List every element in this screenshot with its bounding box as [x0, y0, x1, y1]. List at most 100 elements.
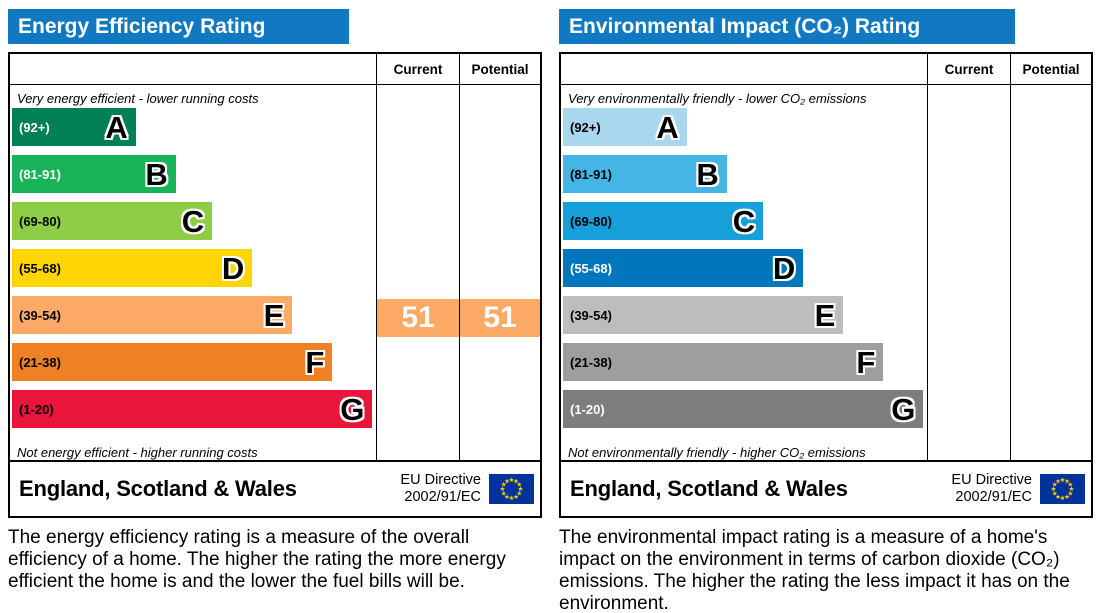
potential-indicator-area: 51 — [460, 85, 540, 460]
band-letter: A — [105, 109, 128, 145]
bands: (92+) A (81-91) B (69-80) C (55-68) D (39-54) E (2… — [10, 108, 376, 437]
energy-efficiency-panel: Energy Efficiency Rating Current Potenti… — [8, 9, 542, 613]
energy-rating-description: The energy efficiency rating is a measur… — [8, 527, 506, 593]
top-note: Very environmentally friendly - lower CO… — [568, 91, 867, 106]
eu-flag-icon — [489, 474, 534, 504]
column-header-potential: Potential — [471, 61, 529, 77]
band-bar-c: (69-80) C — [12, 202, 213, 240]
band-bar-e: (39-54) E — [563, 296, 844, 334]
band-row-d: (55-68) D — [563, 249, 927, 287]
column-header-current: Current — [928, 54, 1011, 84]
band-range-label: (55-68) — [19, 260, 61, 276]
co2-rating-description: The environmental impact rating is a mea… — [559, 527, 1070, 613]
band-range-label: (1-20) — [19, 401, 54, 417]
band-range-label: (1-20) — [570, 401, 605, 417]
band-letter: G — [891, 391, 916, 427]
column-header-potential: Potential — [1022, 61, 1080, 77]
band-range-label: (81-91) — [19, 166, 61, 182]
column-header-spacer — [10, 54, 377, 84]
band-bar-g: (1-20) G — [12, 390, 373, 428]
eu-directive-line1: EU Directive — [400, 471, 481, 488]
eu-flag-icon — [1040, 474, 1085, 504]
environmental-impact-panel: Environmental Impact (CO₂) Rating Curren… — [559, 9, 1093, 613]
bands: (92+) A (81-91) B (69-80) C (55-68) D (39-54) E (2… — [561, 108, 927, 437]
band-letter: F — [856, 344, 876, 380]
band-range-label: (69-80) — [570, 213, 612, 229]
band-range-label: (39-54) — [570, 307, 612, 323]
region-label: England, Scotland & Wales — [570, 476, 848, 501]
band-row-a: (92+) A — [12, 108, 376, 146]
band-range-label: (39-54) — [19, 307, 61, 323]
band-letter: F — [305, 344, 325, 380]
energy-panel-title: Energy Efficiency Rating — [8, 9, 349, 44]
band-letter: E — [814, 297, 836, 333]
current-rating-value: 51 — [377, 299, 459, 337]
column-header-current: Current — [377, 54, 460, 84]
band-row-c: (69-80) C — [563, 202, 927, 240]
chart-body: Very energy efficient - lower running co… — [10, 85, 540, 460]
band-bar-a: (92+) A — [12, 108, 136, 146]
eu-directive-label: EU Directive 2002/91/EC — [400, 472, 481, 506]
band-letter: E — [263, 297, 285, 333]
band-bar-a: (92+) A — [563, 108, 687, 146]
column-header-row: Current Potential — [10, 54, 540, 85]
band-bar-c: (69-80) C — [563, 202, 764, 240]
top-note: Very energy efficient - lower running co… — [17, 91, 259, 106]
band-row-c: (69-80) C — [12, 202, 376, 240]
band-row-g: (1-20) G — [12, 390, 376, 428]
band-row-d: (55-68) D — [12, 249, 376, 287]
band-letter: C — [181, 203, 205, 239]
band-letter: B — [145, 156, 168, 192]
eu-directive-line2: 2002/91/EC — [404, 489, 481, 505]
band-range-label: (92+) — [19, 119, 50, 135]
co2-panel-title: Environmental Impact (CO₂) Rating — [559, 9, 1015, 44]
bottom-note: Not environmentally friendly - higher CO… — [568, 445, 866, 460]
band-row-g: (1-20) G — [563, 390, 927, 428]
band-bar-g: (1-20) G — [563, 390, 924, 428]
band-row-b: (81-91) B — [563, 155, 927, 193]
band-bar-f: (21-38) F — [12, 343, 333, 381]
eu-directive-line2: 2002/91/EC — [955, 489, 1032, 505]
band-letter: D — [221, 250, 245, 286]
band-bar-f: (21-38) F — [563, 343, 884, 381]
potential-indicator-area — [1011, 85, 1091, 460]
band-letter: A — [656, 109, 679, 145]
column-header-spacer — [561, 54, 928, 84]
column-header-row: Current Potential — [561, 54, 1091, 85]
eu-directive-label: EU Directive 2002/91/EC — [951, 472, 1032, 506]
band-range-label: (21-38) — [19, 354, 61, 370]
band-bar-b: (81-91) B — [563, 155, 727, 193]
chart-footer: England, Scotland & Wales EU Directive 2… — [561, 460, 1091, 516]
band-range-label: (21-38) — [570, 354, 612, 370]
band-letter: C — [732, 203, 756, 239]
band-row-e: (39-54) E — [563, 296, 927, 334]
band-bar-e: (39-54) E — [12, 296, 293, 334]
panel-title-text: Energy Efficiency Rating — [18, 14, 266, 38]
current-indicator-area — [928, 85, 1011, 460]
band-row-f: (21-38) F — [12, 343, 376, 381]
chart-area: Very energy efficient - lower running co… — [10, 85, 377, 460]
band-range-label: (81-91) — [570, 166, 612, 182]
chart-body: Very environmentally friendly - lower CO… — [561, 85, 1091, 460]
band-bar-b: (81-91) B — [12, 155, 176, 193]
band-row-e: (39-54) E — [12, 296, 376, 334]
band-letter: D — [772, 250, 796, 286]
region-label: England, Scotland & Wales — [19, 476, 297, 501]
band-row-b: (81-91) B — [12, 155, 376, 193]
band-range-label: (69-80) — [19, 213, 61, 229]
band-row-f: (21-38) F — [563, 343, 927, 381]
band-letter: G — [340, 391, 365, 427]
band-row-a: (92+) A — [563, 108, 927, 146]
energy-rating-chart: Current Potential Very energy efficient … — [8, 52, 542, 518]
bottom-note: Not energy efficient - higher running co… — [17, 445, 258, 460]
current-indicator-area: 51 — [377, 85, 460, 460]
chart-footer: England, Scotland & Wales EU Directive 2… — [10, 460, 540, 516]
co2-rating-chart: Current Potential Very environmentally f… — [559, 52, 1093, 518]
band-bar-d: (55-68) D — [12, 249, 253, 287]
band-range-label: (55-68) — [570, 260, 612, 276]
band-letter: B — [696, 156, 719, 192]
chart-area: Very environmentally friendly - lower CO… — [561, 85, 928, 460]
band-range-label: (92+) — [570, 119, 601, 135]
eu-directive-line1: EU Directive — [951, 471, 1032, 488]
